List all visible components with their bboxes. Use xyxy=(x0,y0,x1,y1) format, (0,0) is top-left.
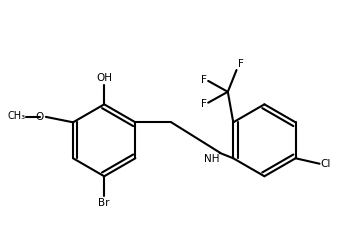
Text: F: F xyxy=(201,99,207,109)
Text: F: F xyxy=(238,59,244,69)
Text: F: F xyxy=(201,75,207,85)
Text: CH₃: CH₃ xyxy=(7,111,25,121)
Text: O: O xyxy=(35,112,44,122)
Text: OH: OH xyxy=(96,73,112,82)
Text: NH: NH xyxy=(204,154,219,164)
Text: Br: Br xyxy=(99,198,110,208)
Text: Cl: Cl xyxy=(321,159,331,169)
